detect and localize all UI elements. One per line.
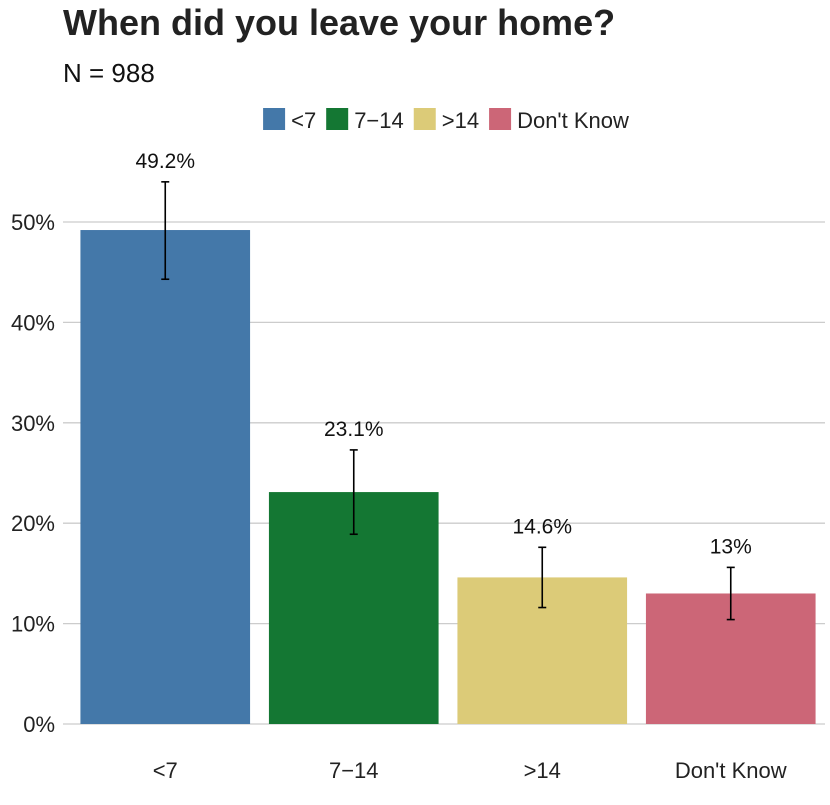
data-label: 14.6% — [512, 515, 572, 538]
legend-label: >14 — [442, 108, 479, 133]
legend-item: <7 — [263, 108, 316, 133]
legend-swatch — [263, 108, 286, 130]
chart-subtitle: N = 988 — [63, 58, 155, 88]
chart-title: When did you leave your home? — [63, 2, 616, 43]
error-bar — [538, 546, 547, 609]
legend-label: <7 — [291, 108, 316, 133]
legend-item: >14 — [413, 108, 479, 133]
legend-swatch — [413, 108, 436, 130]
legend: <7 7−14 >14 Don't Know — [263, 108, 629, 133]
error-bar — [726, 566, 735, 621]
x-tick-label: Don't Know — [675, 758, 787, 783]
data-label: 23.1% — [324, 418, 384, 441]
y-tick-label: 10% — [11, 612, 55, 637]
legend-label: Don't Know — [517, 108, 629, 133]
data-label: 49.2% — [135, 150, 195, 173]
legend-swatch — [326, 108, 349, 130]
y-axis-ticks: 0% 10% 20% 30% 40% 50% — [11, 210, 55, 737]
error-bars — [161, 181, 735, 621]
legend-swatch — [489, 108, 512, 130]
data-labels: 49.2% 23.1% 14.6% 13% — [135, 150, 751, 559]
error-bar — [161, 181, 170, 281]
bars — [80, 230, 816, 725]
y-tick-label: 50% — [11, 210, 55, 235]
x-axis-ticks: <7 7−14 >14 Don't Know — [153, 758, 787, 783]
y-tick-label: 40% — [11, 310, 55, 335]
x-tick-label: 7−14 — [329, 758, 379, 783]
x-tick-label: <7 — [153, 758, 178, 783]
x-tick-label: >14 — [524, 758, 561, 783]
error-bar — [349, 449, 358, 536]
legend-item: 7−14 — [326, 108, 404, 133]
data-label: 13% — [710, 535, 752, 558]
y-tick-label: 0% — [23, 712, 55, 737]
legend-item: Don't Know — [489, 108, 629, 133]
y-tick-label: 20% — [11, 511, 55, 536]
y-tick-label: 30% — [11, 411, 55, 436]
legend-label: 7−14 — [354, 108, 404, 133]
bar — [80, 230, 251, 725]
